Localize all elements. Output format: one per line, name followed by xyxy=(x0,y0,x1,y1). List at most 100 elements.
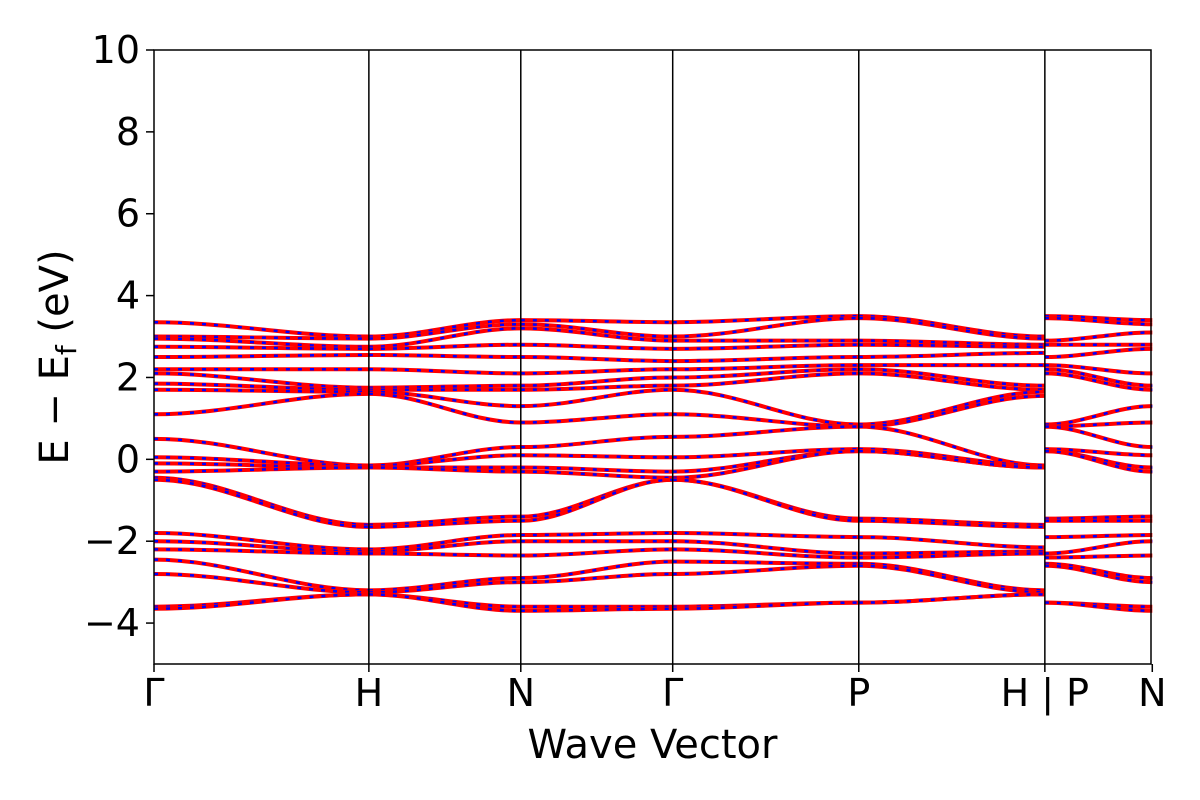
band-line xyxy=(858,316,1045,341)
band-line-dashed xyxy=(1044,564,1153,584)
band-line-dashed xyxy=(368,593,521,608)
band-line-dashed xyxy=(520,435,673,449)
band-line-dashed xyxy=(153,392,369,416)
band-line-dashed xyxy=(520,388,673,408)
band-line-dashed xyxy=(520,470,673,480)
x-tick-label: P xyxy=(847,671,870,715)
plot-frame xyxy=(153,49,1152,665)
y-tick-label: −2 xyxy=(84,519,140,563)
band-line xyxy=(672,371,859,388)
band-line-dashed xyxy=(1044,316,1153,326)
band-line xyxy=(672,424,859,439)
band-lines xyxy=(153,314,1153,613)
band-line-dashed xyxy=(520,572,673,584)
band-line xyxy=(672,342,859,351)
band-line xyxy=(672,363,859,372)
x-tick-label: N xyxy=(507,671,535,715)
band-line xyxy=(858,518,1045,529)
band-line xyxy=(858,393,1045,429)
band-line xyxy=(858,449,1045,470)
band-line-dashed xyxy=(520,548,673,557)
band-line xyxy=(368,592,521,613)
band-line-dashed xyxy=(153,558,369,592)
band-line xyxy=(858,516,1045,527)
band-line-dashed xyxy=(1044,601,1153,613)
kpoint-separators xyxy=(368,50,1046,664)
band-line xyxy=(858,549,1045,556)
band-line-dashed xyxy=(153,531,369,551)
band-line-dashed xyxy=(153,593,369,610)
band-line-dashed xyxy=(153,548,369,555)
band-line-dashed xyxy=(520,318,673,324)
band-line-dashed xyxy=(1044,425,1153,449)
y-tick-label: −4 xyxy=(84,601,140,645)
band-line-dashed xyxy=(520,531,673,537)
band-line-dashed xyxy=(153,539,369,553)
band-line xyxy=(153,592,369,611)
band-line-dashed xyxy=(153,382,369,391)
band-line-dashed xyxy=(1044,562,1153,580)
band-line xyxy=(1044,533,1153,540)
band-line xyxy=(520,434,673,450)
x-tick-label: N xyxy=(1138,671,1166,715)
band-line xyxy=(520,477,673,523)
band-line-dashed xyxy=(520,607,673,613)
band-line-dashed xyxy=(1044,347,1153,359)
band-line xyxy=(672,539,859,556)
x-tick-label: Γ xyxy=(143,671,164,715)
band-line-dashed xyxy=(1044,363,1153,375)
band-line xyxy=(672,559,859,566)
band-line-dashed xyxy=(368,466,521,473)
band-line-dashed xyxy=(153,353,369,359)
band-line xyxy=(858,592,1045,605)
band-line-dashed xyxy=(368,353,521,359)
band-line xyxy=(1044,424,1153,450)
band-line xyxy=(1044,539,1153,556)
band-line xyxy=(858,447,1045,468)
band-line xyxy=(368,391,521,425)
band-line-dashed xyxy=(368,593,521,613)
band-line xyxy=(520,387,673,409)
band-line-dashed xyxy=(368,327,521,349)
band-line-dashed xyxy=(153,345,369,351)
band-line-dashed xyxy=(520,327,673,342)
band-line-dashed xyxy=(520,466,673,473)
band-line-dashed xyxy=(520,355,673,363)
band-line xyxy=(672,355,859,364)
x-axis-ticks: Γ H N Γ P H | P N xyxy=(143,664,1167,716)
band-line-dashed xyxy=(153,335,369,340)
band-line xyxy=(672,367,859,380)
band-line xyxy=(1044,553,1153,560)
band-line-dashed xyxy=(368,453,521,467)
band-line xyxy=(672,547,859,560)
band-line-dashed xyxy=(368,384,521,389)
band-line xyxy=(672,600,859,611)
y-tick-label: 10 xyxy=(92,28,140,72)
band-line xyxy=(672,447,859,460)
band-line-dashed xyxy=(368,576,521,592)
band-line-dashed xyxy=(520,376,673,387)
band-line xyxy=(672,563,859,576)
band-line xyxy=(858,563,1045,595)
band-line xyxy=(858,371,1045,392)
x-axis-title: Wave Vector xyxy=(528,722,779,768)
band-line-dashed xyxy=(153,572,369,594)
band-line xyxy=(672,477,859,523)
band-line xyxy=(858,551,1045,560)
y-tick-label: 4 xyxy=(116,274,140,318)
x-tick-label: Γ xyxy=(662,671,683,715)
band-line xyxy=(858,342,1045,349)
band-line-dashed xyxy=(1044,449,1153,473)
y-axis-ticks: −4 −2 0 2 4 6 8 10 xyxy=(84,28,154,645)
band-line xyxy=(520,412,673,425)
y-tick-label: 6 xyxy=(116,192,140,236)
band-line xyxy=(672,314,859,325)
band-line xyxy=(672,316,859,339)
band-line-dashed xyxy=(368,552,521,557)
band-line-dashed xyxy=(520,323,673,338)
band-line-dashed xyxy=(520,413,673,424)
band-line-dashed xyxy=(153,462,369,469)
band-line-dashed xyxy=(1044,368,1153,387)
band-line xyxy=(1044,514,1153,521)
band-line-dashed xyxy=(153,456,369,467)
